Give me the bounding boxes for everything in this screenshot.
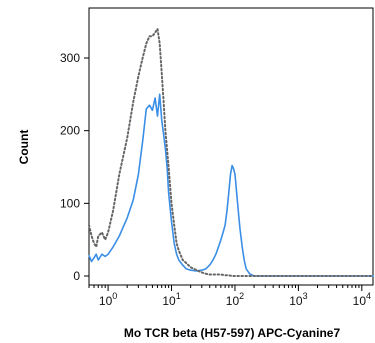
- plot-frame: [88, 7, 374, 286]
- x-tick-label: 100: [99, 291, 117, 308]
- stained-histogram-line: [88, 93, 374, 277]
- x-tick-label: 104: [353, 291, 371, 308]
- x-tick-label: 101: [162, 291, 180, 308]
- control-histogram-line: [88, 27, 374, 277]
- x-tick-label: 103: [289, 291, 307, 308]
- x-tick-label: 102: [226, 291, 244, 308]
- x-axis-title: Mo TCR beta (H57-597) APC-Cyanine7: [124, 326, 341, 340]
- y-tick-label: 100: [60, 196, 80, 210]
- y-tick-label: 0: [73, 269, 80, 283]
- y-tick-label: 200: [60, 124, 80, 138]
- y-axis-title: Count: [17, 130, 31, 165]
- y-tick-label: 300: [60, 51, 80, 65]
